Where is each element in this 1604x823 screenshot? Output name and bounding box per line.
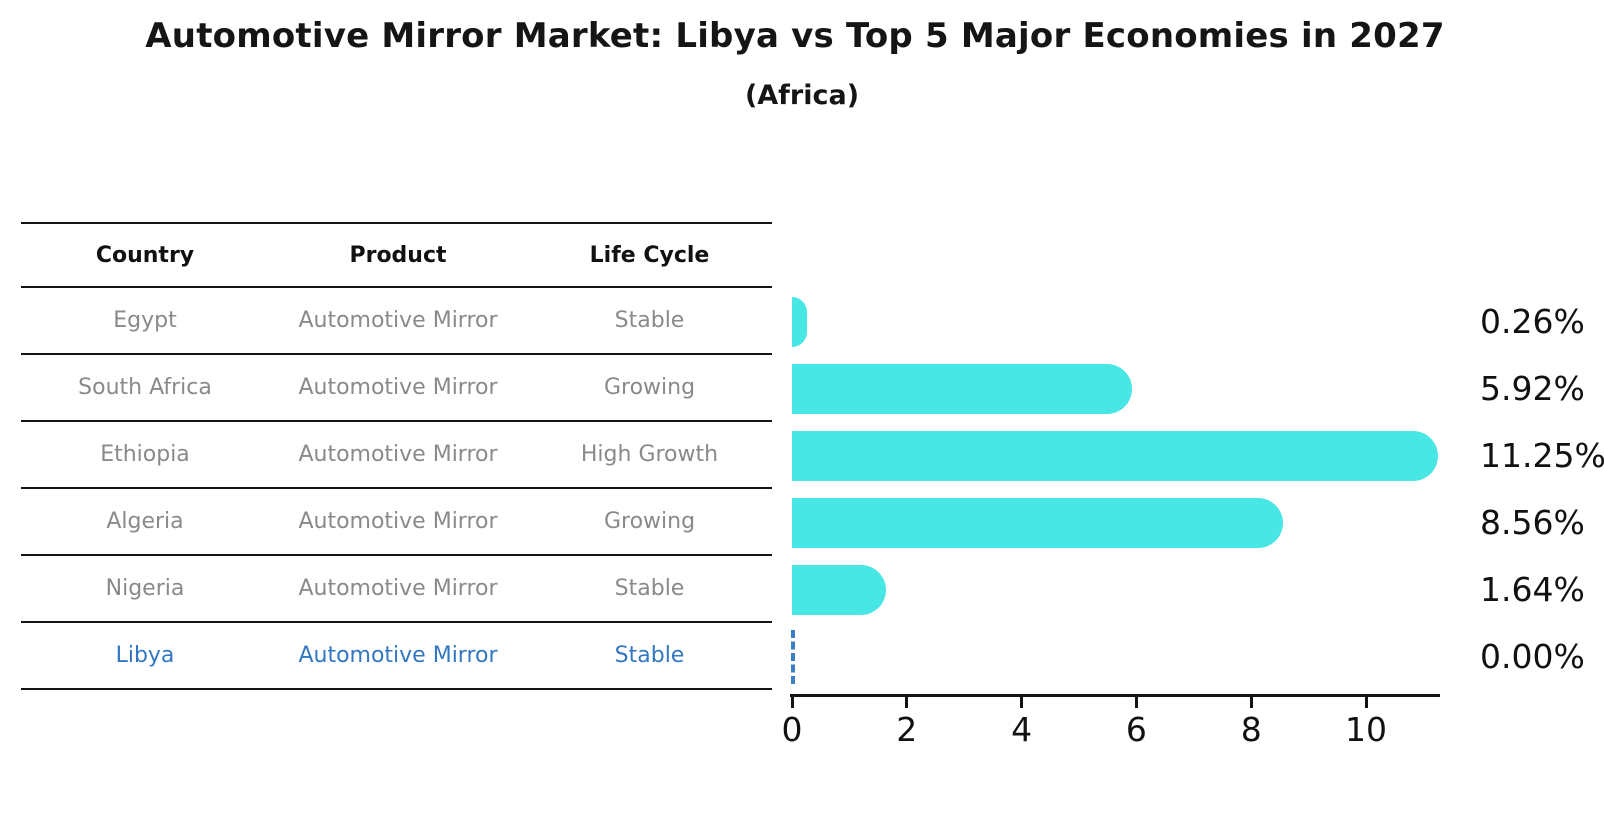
bar-nigeria [792, 564, 886, 615]
table-header-row: Country Product Life Cycle [21, 222, 772, 288]
cell-lifecycle: Stable [614, 643, 685, 668]
cell-lifecycle: Growing [603, 375, 696, 400]
table-row-south-africa: South Africa Automotive Mirror Growing [21, 355, 772, 422]
x-tick-label-4: 4 [1011, 710, 1033, 749]
table-row-nigeria: Nigeria Automotive Mirror Stable [21, 556, 772, 623]
chart-subtitle: (Africa) [744, 80, 860, 111]
bar-egypt [792, 296, 807, 347]
table-row-ethiopia: Ethiopia Automotive Mirror High Growth [21, 422, 772, 489]
cell-product: Automotive Mirror [298, 509, 498, 534]
table-row-libya: Libya Automotive Mirror Stable [21, 623, 772, 690]
table-row-egypt: Egypt Automotive Mirror Stable [21, 288, 772, 355]
cell-product: Automotive Mirror [298, 442, 498, 467]
x-tick-6 [1134, 697, 1138, 708]
zero-bar-libya [791, 629, 795, 684]
cell-country: Algeria [106, 509, 184, 534]
x-tick-0 [790, 697, 794, 708]
x-tick-4 [1020, 697, 1024, 708]
cell-country: Nigeria [105, 576, 185, 601]
table-row-algeria: Algeria Automotive Mirror Growing [21, 489, 772, 556]
cell-country: Egypt [113, 308, 177, 333]
value-label-algeria: 8.56% [1480, 502, 1585, 542]
x-tick-8 [1249, 697, 1253, 708]
cell-lifecycle: Stable [614, 308, 685, 333]
table-body: Egypt Automotive Mirror Stable South Africa… [21, 288, 772, 690]
x-tick-label-0: 0 [781, 710, 803, 749]
country-table: Country Product Life Cycle Egypt Automoti… [21, 222, 772, 690]
cell-country: Libya [115, 643, 175, 668]
x-tick-2 [905, 697, 909, 708]
cell-product: Automotive Mirror [298, 576, 498, 601]
bar-algeria [792, 497, 1283, 548]
value-label-south-africa: 5.92% [1480, 368, 1585, 408]
x-tick-label-10: 10 [1345, 710, 1387, 749]
value-label-nigeria: 1.64% [1480, 569, 1585, 609]
cell-lifecycle: Stable [614, 576, 685, 601]
value-label-egypt: 0.26% [1480, 301, 1585, 341]
cell-lifecycle: Growing [603, 509, 696, 534]
x-tick-10 [1364, 697, 1368, 708]
bar-ethiopia [792, 430, 1438, 481]
bar-south-africa [792, 363, 1132, 414]
value-label-libya: 0.00% [1480, 636, 1585, 676]
x-tick-label-6: 6 [1125, 710, 1147, 749]
cell-country: South Africa [78, 375, 212, 400]
x-axis-line [790, 694, 1440, 697]
table-header-country: Country [95, 242, 195, 268]
cell-country: Ethiopia [100, 442, 190, 467]
cell-product: Automotive Mirror [298, 643, 498, 668]
table-header-product: Product [349, 242, 447, 268]
cell-lifecycle: High Growth [580, 442, 719, 467]
cell-product: Automotive Mirror [298, 375, 498, 400]
x-tick-label-2: 2 [896, 710, 918, 749]
value-label-ethiopia: 11.25% [1480, 435, 1604, 475]
table-header-lifecycle: Life Cycle [589, 242, 710, 268]
x-tick-label-8: 8 [1240, 710, 1262, 749]
cell-product: Automotive Mirror [298, 308, 498, 333]
chart-title: Automotive Mirror Market: Libya vs Top 5… [145, 16, 1445, 56]
